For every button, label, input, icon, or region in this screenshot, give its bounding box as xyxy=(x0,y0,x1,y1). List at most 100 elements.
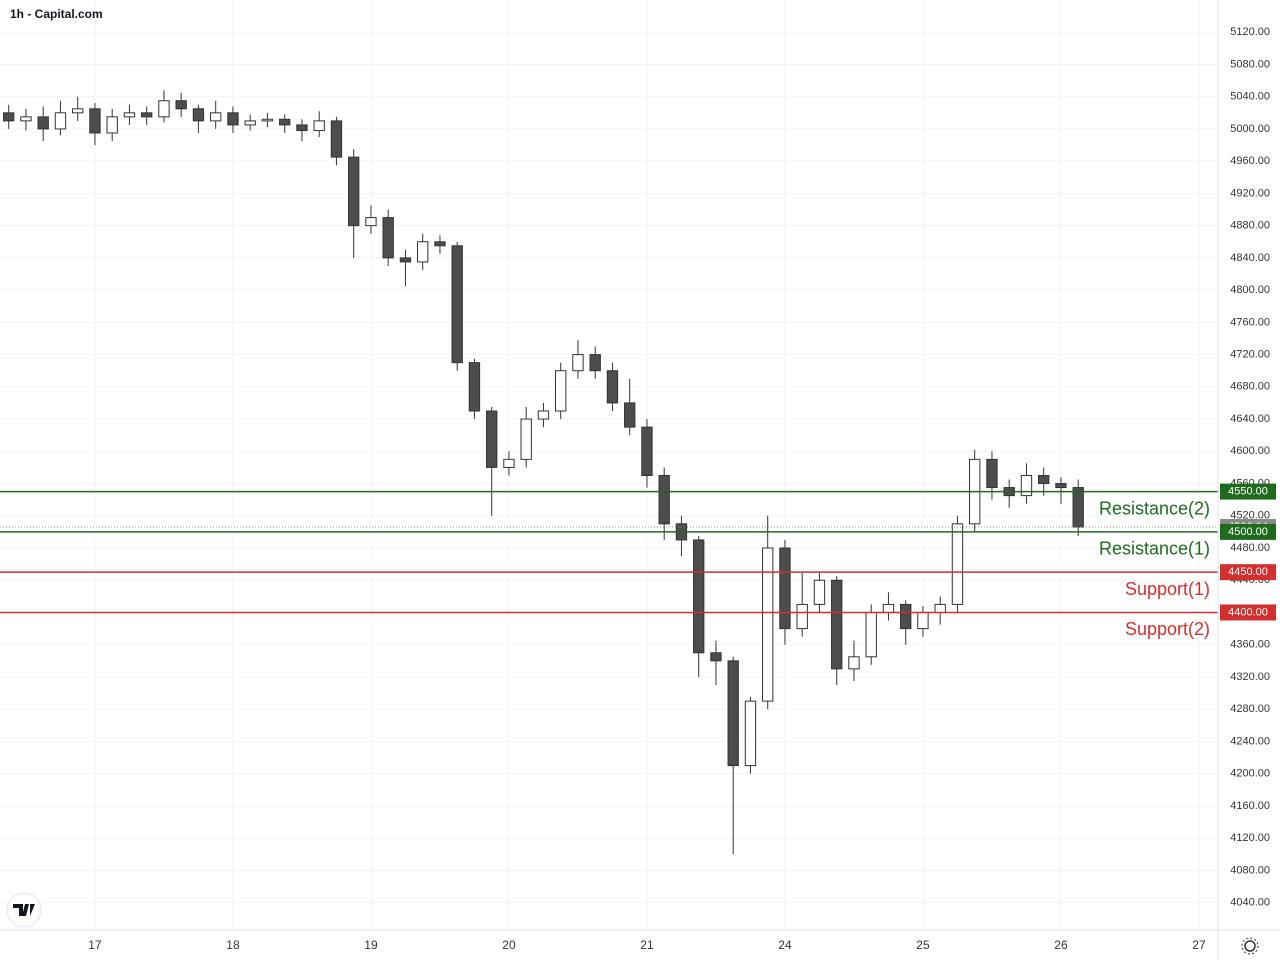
candle-body xyxy=(555,370,567,412)
candle-body xyxy=(20,116,32,122)
level-name: Support(2) xyxy=(1125,619,1210,639)
candle-body xyxy=(486,410,498,468)
y-tick-label: 4240.00 xyxy=(1230,735,1270,747)
y-tick-label: 4120.00 xyxy=(1230,832,1270,844)
candle-body xyxy=(123,112,136,118)
y-tick-label: 4480.00 xyxy=(1230,542,1270,554)
candle-body xyxy=(503,458,515,468)
y-tick-label: 4960.00 xyxy=(1230,155,1270,167)
candle-body xyxy=(848,656,860,670)
candle-body xyxy=(641,426,653,476)
x-tick-label: 18 xyxy=(226,938,240,952)
level-tag xyxy=(1220,604,1276,621)
candle-body xyxy=(417,241,429,263)
candle-body xyxy=(468,362,481,412)
chart-title: 1h - Capital.com xyxy=(10,7,103,21)
y-tick-label: 4280.00 xyxy=(1230,703,1270,715)
candle-body xyxy=(261,118,274,122)
y-tick-label: 4680.00 xyxy=(1230,381,1270,393)
candle-body xyxy=(1055,483,1067,489)
candle-body xyxy=(330,120,343,158)
candle-body xyxy=(727,660,739,767)
y-tick-label: 4520.00 xyxy=(1230,510,1270,522)
y-tick-label: 4640.00 xyxy=(1230,413,1270,425)
candle-body xyxy=(296,124,308,132)
y-tick-label: 5120.00 xyxy=(1230,26,1270,38)
candle-body xyxy=(54,112,67,130)
candle-body xyxy=(175,100,187,110)
candle-body xyxy=(89,108,101,134)
x-tick-label: 19 xyxy=(364,938,378,952)
y-tick-label: 4200.00 xyxy=(1230,768,1270,780)
candle-body xyxy=(244,120,256,126)
y-tick-label: 5040.00 xyxy=(1230,91,1270,103)
candle-body xyxy=(451,245,463,364)
candle-body xyxy=(744,700,757,767)
candle-body xyxy=(365,217,377,227)
candle-body xyxy=(779,547,791,630)
level-label: 4400.00 xyxy=(1228,606,1268,618)
candle-body xyxy=(796,603,808,630)
candle-body xyxy=(865,611,877,658)
tv-logo xyxy=(6,892,42,928)
x-tick-label: 26 xyxy=(1054,938,1068,952)
candle-body xyxy=(986,458,998,489)
candle-body xyxy=(434,241,446,247)
candle-body xyxy=(348,156,360,227)
level-label: 4500.00 xyxy=(1228,526,1268,538)
candle-body xyxy=(520,418,532,460)
candle-body xyxy=(106,116,118,134)
candle-body xyxy=(382,217,394,259)
y-tick-label: 5080.00 xyxy=(1230,58,1270,70)
level-name: Support(1) xyxy=(1125,579,1210,599)
candle-body xyxy=(813,579,826,605)
candle-body xyxy=(158,100,170,118)
y-tick-label: 4320.00 xyxy=(1230,671,1270,683)
y-tick-label: 4920.00 xyxy=(1230,187,1270,199)
candle-body xyxy=(762,547,774,702)
y-tick-label: 4800.00 xyxy=(1230,284,1270,296)
y-tick-label: 4040.00 xyxy=(1230,897,1270,909)
candle-body xyxy=(693,539,705,654)
y-tick-label: 4760.00 xyxy=(1230,316,1270,328)
level-tag xyxy=(1220,523,1276,540)
candle-body xyxy=(710,652,722,662)
y-tick-label: 5000.00 xyxy=(1230,123,1270,135)
overlays: Resistance(2) Resistance(1) Support(1) Supp… xyxy=(0,490,1218,639)
candle-body xyxy=(1020,474,1033,497)
candle-body xyxy=(3,112,15,122)
candle-body xyxy=(192,108,205,122)
candle-body xyxy=(934,603,946,613)
y-tick-label: 4600.00 xyxy=(1230,445,1270,457)
candle-body xyxy=(227,112,239,126)
x-tick-label: 27 xyxy=(1192,938,1206,952)
level-tag xyxy=(1220,483,1276,500)
candle-body xyxy=(658,474,670,525)
y-tick-label: 4840.00 xyxy=(1230,252,1270,264)
level-name: Resistance(1) xyxy=(1099,539,1210,559)
y-tick-label: 4360.00 xyxy=(1230,639,1270,651)
candle-body xyxy=(624,402,636,428)
candle-body xyxy=(72,108,84,114)
candle-body xyxy=(37,116,49,130)
candle-body xyxy=(1038,474,1050,485)
level-label: 4550.00 xyxy=(1228,486,1268,498)
candle-body xyxy=(313,120,325,132)
y-tick-label: 4880.00 xyxy=(1230,220,1270,232)
candle-body xyxy=(1072,487,1084,528)
x-tick-label: 25 xyxy=(916,938,930,952)
grid xyxy=(0,0,1218,930)
x-tick-label: 24 xyxy=(778,938,792,952)
candle-body xyxy=(141,112,153,118)
settings-icon[interactable] xyxy=(1241,937,1259,955)
x-tick-label: 20 xyxy=(502,938,516,952)
x-tick-label: 17 xyxy=(88,938,102,952)
level-tag xyxy=(1220,564,1276,581)
candle-body xyxy=(882,603,895,613)
y-tick-label: 4160.00 xyxy=(1230,800,1270,812)
candle-body xyxy=(279,118,291,126)
candle-body xyxy=(951,523,964,605)
candle-body xyxy=(589,354,601,372)
